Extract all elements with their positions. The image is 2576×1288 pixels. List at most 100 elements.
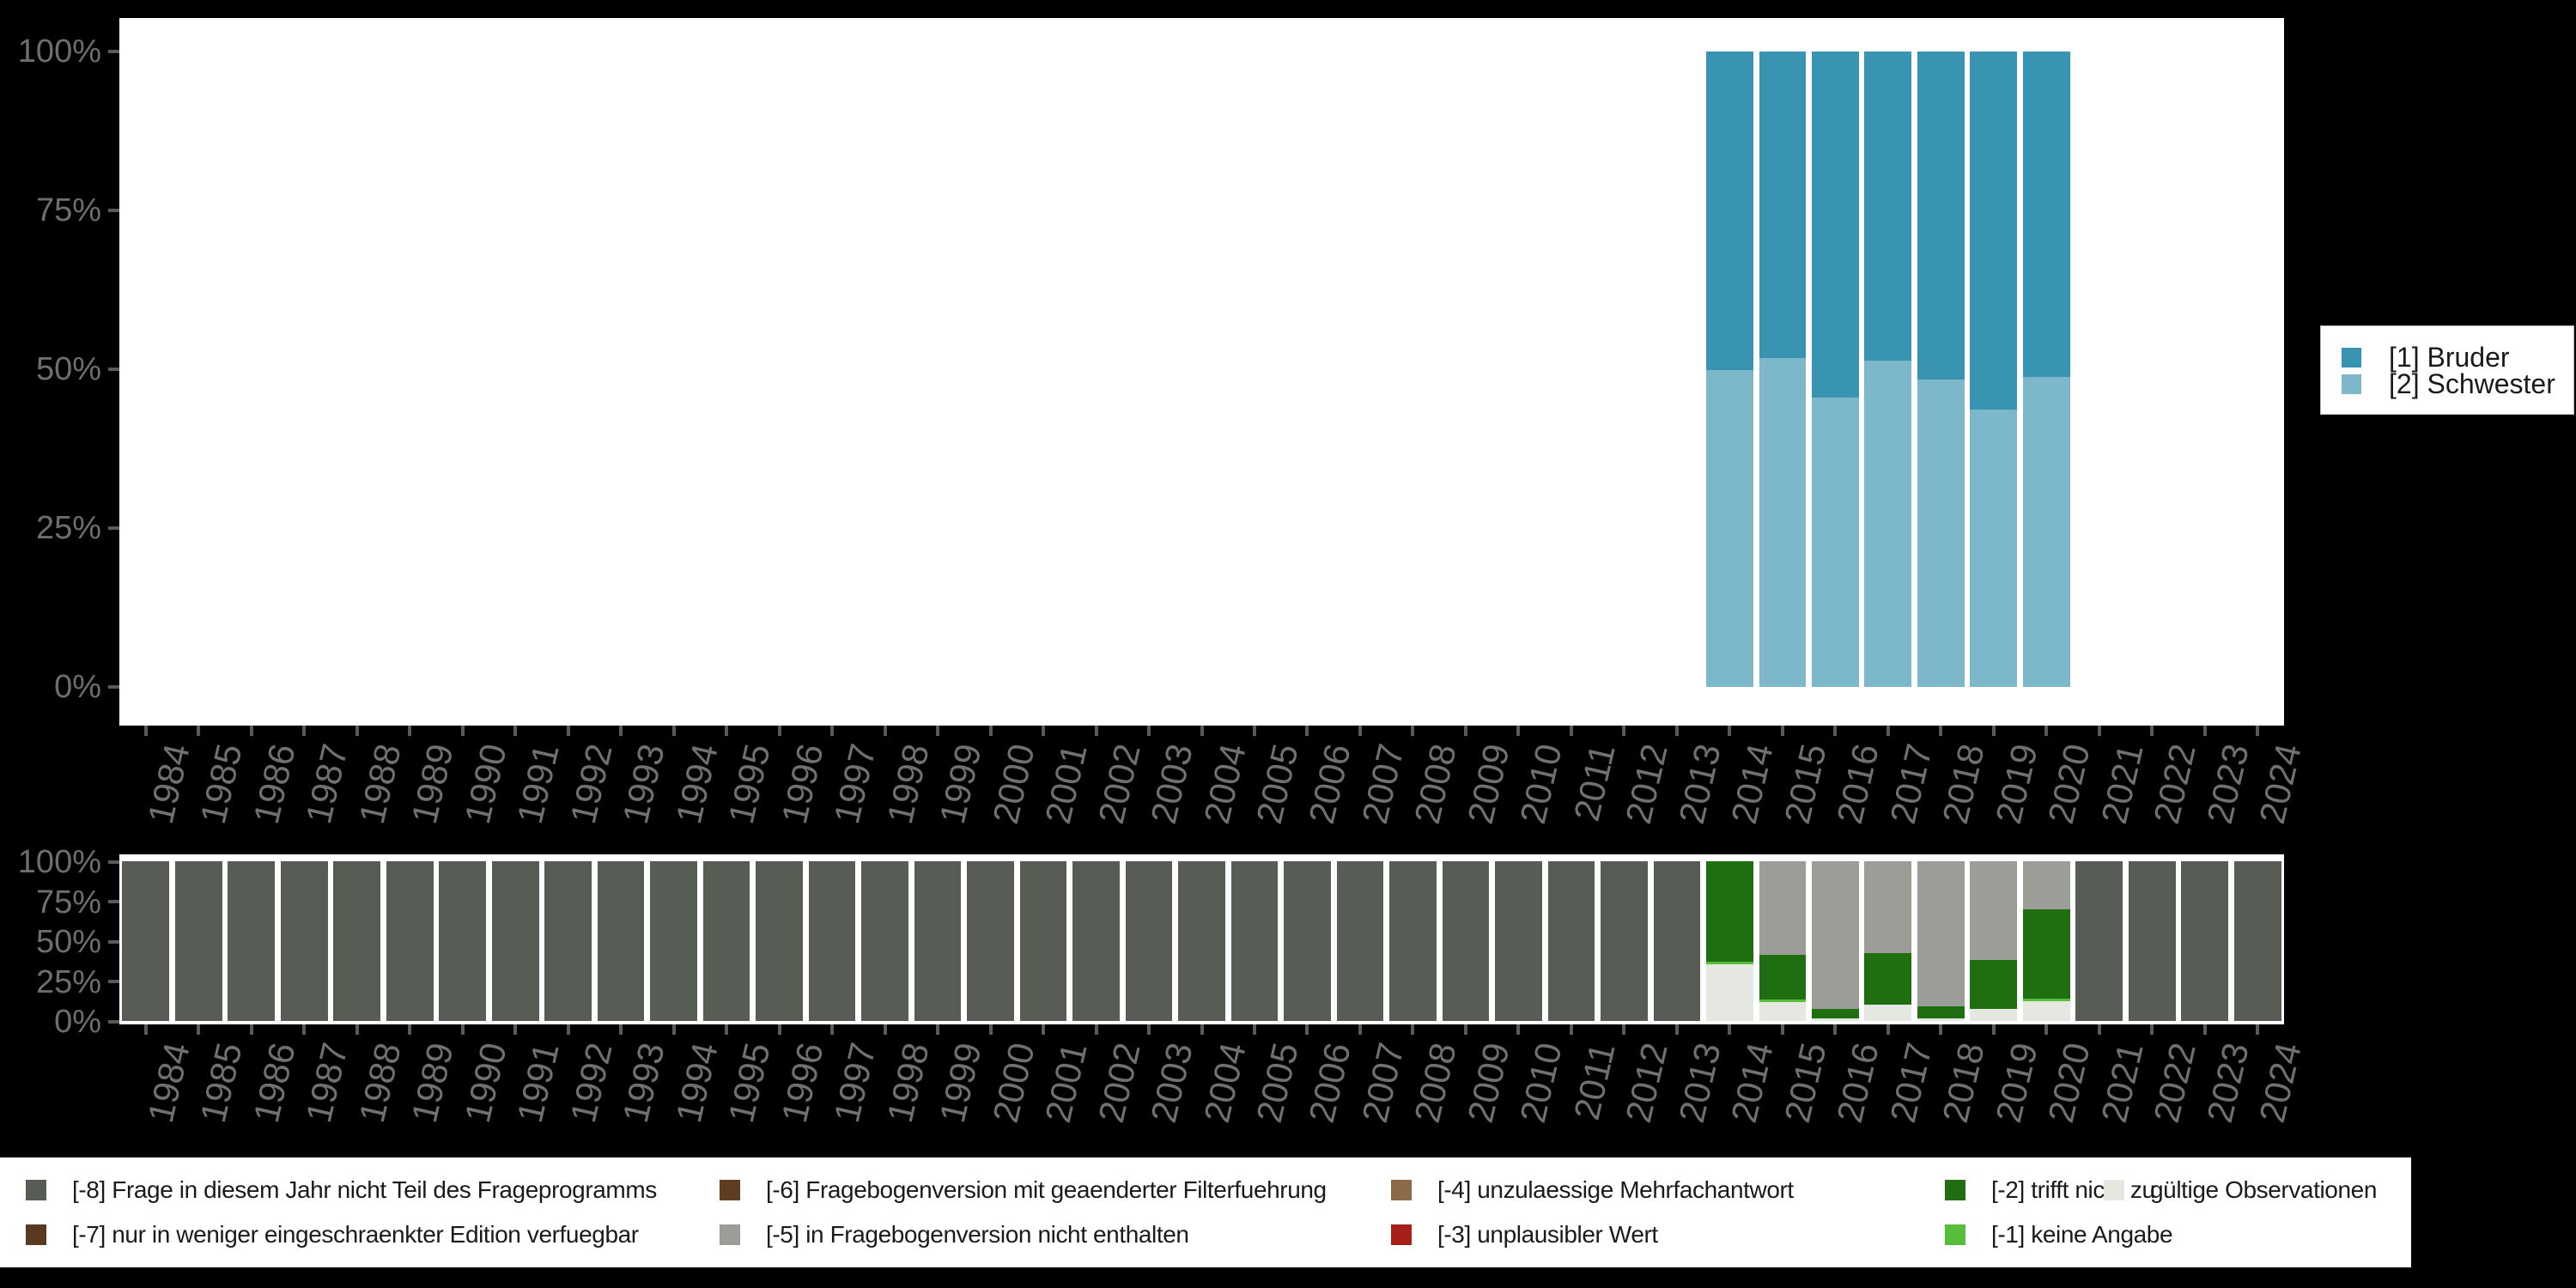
top-chart-legend: [1] Bruder [2] Schwester <box>2320 325 2574 415</box>
x-axis-tick <box>513 726 518 736</box>
x-axis-tick <box>988 726 993 736</box>
bar-segment <box>1864 360 1912 687</box>
x-axis-tick <box>671 726 676 736</box>
y-axis-tick <box>108 526 119 530</box>
legend-row: [2] Schwester <box>2342 368 2573 399</box>
bar-segment <box>1864 952 1912 1005</box>
bar-segment <box>439 861 487 1021</box>
bar-segment <box>1759 52 1807 359</box>
bar-segment <box>1706 370 1753 687</box>
bar-segment <box>491 861 539 1021</box>
x-axis-tick <box>249 1024 253 1035</box>
x-axis-tick <box>2202 1024 2207 1035</box>
bar-segment <box>1811 397 1859 687</box>
x-axis-tick <box>302 1024 307 1035</box>
bar-segment <box>2128 861 2176 1021</box>
x-axis-tick <box>936 1024 940 1035</box>
x-axis-tick <box>1305 1024 1309 1035</box>
bar-segment <box>1706 962 1753 965</box>
x-axis-tick <box>1305 726 1309 736</box>
legend-entry: [-3] unplausibler Wert <box>1391 1220 1658 1249</box>
legend-swatch--1 <box>1945 1224 1965 1245</box>
bar-segment <box>1917 52 1965 380</box>
x-axis-tick <box>671 1024 676 1035</box>
bar-segment <box>1125 861 1173 1021</box>
y-axis-tick <box>108 860 119 864</box>
y-axis-tick <box>108 1020 119 1024</box>
y-axis-tick <box>108 940 119 944</box>
y-tick-label: 100% <box>17 33 101 70</box>
x-axis-tick <box>2150 1024 2154 1035</box>
bar-segment <box>1864 861 1912 953</box>
bar-segment <box>1601 861 1648 1021</box>
x-axis-tick <box>1516 726 1521 736</box>
bar-segment <box>2022 1000 2070 1021</box>
x-axis-tick <box>408 726 412 736</box>
bar-segment <box>756 861 803 1021</box>
bar-segment <box>1442 861 1490 1021</box>
y-axis-tick <box>108 900 119 903</box>
bar-segment <box>2181 861 2229 1021</box>
x-axis-tick <box>883 726 887 736</box>
y-tick-label: 75% <box>35 884 101 920</box>
bar-segment <box>1547 861 1595 1021</box>
bar-segment <box>861 861 908 1021</box>
bar-segment <box>544 861 592 1021</box>
y-axis-tick <box>108 368 119 371</box>
bar-segment <box>2022 908 2070 999</box>
x-axis-tick <box>302 726 307 736</box>
y-tick-label: 100% <box>17 844 101 880</box>
x-axis-tick <box>249 726 253 736</box>
legend-swatch-schwester <box>2342 374 2361 394</box>
legend-entry: [-4] unzulaessige Mehrfachantwort <box>1391 1176 1794 1205</box>
y-tick-label: 25% <box>35 964 101 1000</box>
x-axis-tick <box>2044 1024 2049 1035</box>
bar-segment <box>1759 358 1807 687</box>
bar-segment <box>1864 1005 1912 1021</box>
bar-segment <box>1970 1008 2018 1021</box>
bar-segment <box>1178 861 1225 1021</box>
legend-entry: [-1] keine Angabe <box>1945 1220 2173 1249</box>
x-axis-tick <box>1042 726 1046 736</box>
legend-entry: [-5] in Fragebogenversion nicht enthalte… <box>720 1220 1189 1249</box>
y-tick-label: 0% <box>54 669 101 705</box>
x-axis-tick <box>2256 726 2260 736</box>
bar-segment <box>2022 376 2070 687</box>
x-axis-tick <box>1728 726 1732 736</box>
x-axis-tick <box>1833 1024 1838 1035</box>
x-axis-tick <box>566 726 570 736</box>
legend-swatch--6 <box>720 1180 740 1200</box>
legend-label: [2] Schwester <box>2389 368 2555 399</box>
y-axis-tick <box>108 685 119 689</box>
bar-segment <box>1864 52 1912 361</box>
legend-label: [-6] Fragebogenversion mit geaenderter F… <box>766 1176 1327 1203</box>
x-axis-tick <box>1991 1024 1996 1035</box>
x-axis-tick <box>619 1024 623 1035</box>
y-axis-tick <box>108 980 119 983</box>
x-axis-tick <box>777 726 781 736</box>
x-axis-tick <box>2044 726 2049 736</box>
bar-segment <box>702 861 750 1021</box>
x-axis-tick <box>619 726 623 736</box>
bar-segment <box>2233 861 2281 1021</box>
bar-segment <box>1970 409 2018 687</box>
y-tick-label: 0% <box>54 1004 101 1040</box>
bar-segment <box>280 861 328 1021</box>
bar-segment <box>1811 52 1859 398</box>
bar-segment <box>1284 861 1331 1021</box>
bar-segment <box>1917 379 1965 687</box>
legend-label: [-4] unzulaessige Mehrfachantwort <box>1437 1176 1794 1203</box>
x-axis-tick <box>1042 1024 1046 1035</box>
bar-segment <box>650 861 697 1021</box>
bar-segment <box>228 861 276 1021</box>
x-axis-tick <box>1094 726 1098 736</box>
y-axis-tick <box>108 209 119 212</box>
x-axis-tick <box>1939 1024 1943 1035</box>
x-axis-tick <box>1674 1024 1679 1035</box>
x-axis-tick <box>2150 726 2154 736</box>
x-axis-tick <box>1939 726 1943 736</box>
x-axis-tick <box>1833 726 1838 736</box>
bar-segment <box>1706 964 1753 1021</box>
x-axis-tick <box>725 1024 729 1035</box>
